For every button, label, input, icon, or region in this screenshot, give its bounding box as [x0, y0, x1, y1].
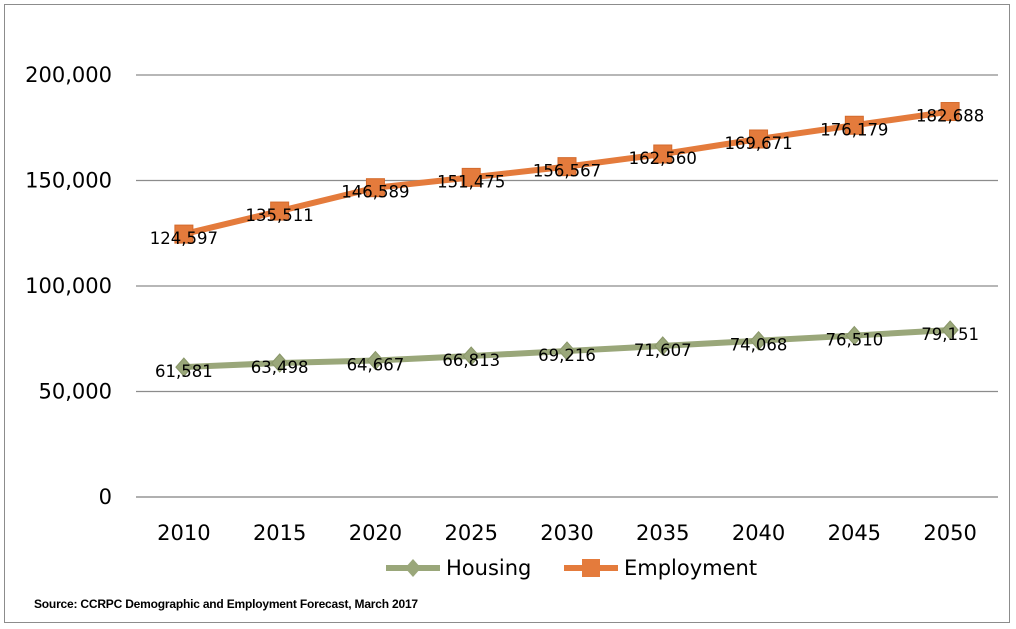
chart-frame [4, 4, 1010, 623]
housing-series: 61,581 63,498 64,667 66,813 69,216 71,607 74,0… [155, 320, 979, 381]
x-tick-label: 2050 [923, 521, 976, 545]
housing-data-label: 71,607 [634, 341, 692, 360]
legend-item-housing: Housing [386, 556, 531, 580]
employment-marker [557, 157, 577, 177]
legend: Housing Employment [386, 556, 757, 580]
housing-data-label: 61,581 [155, 362, 213, 381]
housing-marker [845, 325, 864, 346]
housing-marker [270, 353, 289, 373]
x-tick-label: 2025 [444, 521, 497, 545]
housing-marker [654, 336, 672, 356]
housing-data-label: 64,667 [347, 356, 405, 375]
housing-data-label: 76,510 [825, 331, 883, 350]
x-tick-label: 2010 [157, 521, 210, 545]
employment-data-label: 124,597 [150, 229, 218, 248]
housing-marker [941, 320, 959, 340]
employment-marker [174, 224, 194, 244]
x-tick-label: 2045 [828, 521, 881, 545]
housing-marker [558, 341, 576, 361]
housing-marker [462, 346, 480, 366]
employment-series: 124,597 135,511 146,589 151,475 156,567 162,5… [150, 102, 984, 248]
y-tick-label: 50,000 [39, 380, 112, 404]
source-note: Source: CCRPC Demographic and Employment… [34, 597, 418, 611]
employment-data-label: 182,688 [916, 107, 984, 126]
employment-marker [653, 144, 673, 164]
employment-marker [844, 115, 864, 135]
employment-data-label: 162,560 [629, 149, 697, 168]
employment-data-label: 151,475 [437, 172, 505, 191]
employment-data-label: 169,671 [724, 134, 792, 153]
x-tick-label: 2015 [253, 521, 306, 545]
housing-data-label: 63,498 [251, 358, 309, 377]
employment-marker [365, 178, 385, 198]
employment-data-label: 156,567 [533, 162, 601, 181]
y-tick-label: 150,000 [25, 169, 112, 193]
legend-swatch-marker [582, 559, 600, 577]
y-axis-ticks: 0 50,000 100,000 150,000 200,000 [25, 63, 112, 509]
employment-data-label: 176,179 [820, 120, 888, 139]
series-layer: 61,581 63,498 64,667 66,813 69,216 71,607 74,0… [150, 102, 984, 381]
legend-item-employment: Employment [564, 556, 757, 580]
employment-marker [749, 129, 769, 149]
x-tick-label: 2020 [349, 521, 402, 545]
housing-marker [366, 350, 385, 371]
x-tick-label: 2030 [540, 521, 593, 545]
x-tick-label: 2040 [732, 521, 785, 545]
employment-data-label: 146,589 [341, 183, 409, 202]
employment-marker [940, 102, 960, 122]
y-tick-label: 0 [99, 485, 112, 509]
legend-label: Employment [624, 556, 757, 580]
y-tick-label: 100,000 [25, 274, 112, 298]
housing-marker [749, 330, 768, 351]
employment-marker [270, 201, 290, 221]
y-tick-label: 200,000 [25, 63, 112, 87]
housing-marker [175, 357, 193, 377]
housing-data-label: 66,813 [442, 351, 500, 370]
gridlines [136, 74, 998, 498]
x-tick-label: 2035 [636, 521, 689, 545]
x-axis-ticks: 2010 2015 2020 2025 2030 2035 2040 2045 2050 [157, 521, 977, 545]
legend-swatch-marker [405, 559, 421, 577]
employment-data-label: 135,511 [246, 206, 314, 225]
employment-marker [461, 167, 481, 187]
housing-data-label: 74,068 [730, 336, 788, 355]
housing-data-label: 69,216 [538, 346, 596, 365]
housing-data-label: 79,151 [921, 325, 979, 344]
legend-label: Housing [446, 556, 531, 580]
